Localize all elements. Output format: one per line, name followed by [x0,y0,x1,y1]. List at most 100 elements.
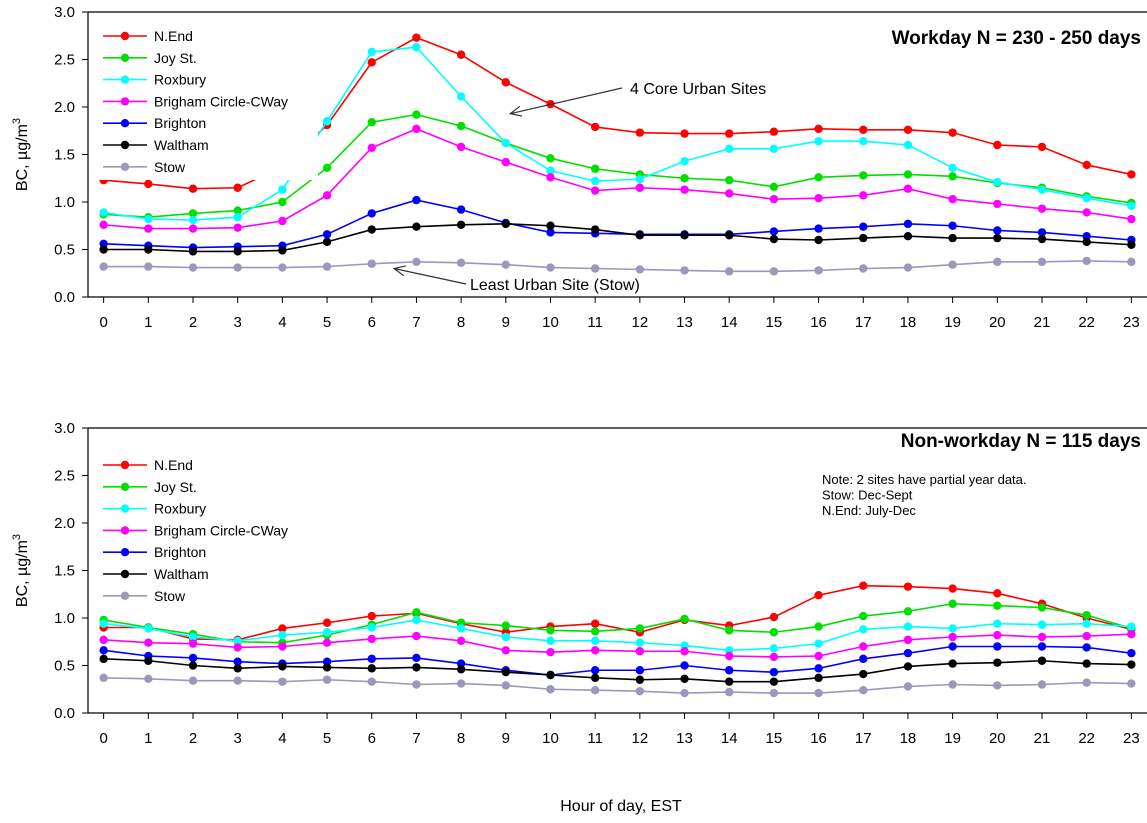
series-line [103,619,1132,652]
data-point [501,78,510,87]
x-tick-label: 0 [99,730,107,747]
series-line [103,602,1132,644]
data-point [1037,656,1047,665]
data-point [1127,629,1136,639]
x-tick-label: 5 [323,314,331,331]
data-point [1127,660,1136,669]
data-point [769,227,779,236]
x-tick-label: 18 [900,730,917,747]
data-point [859,125,868,134]
data-point [903,125,913,134]
data-point [1127,214,1136,224]
data-point [501,260,510,269]
data-point [1082,237,1091,247]
data-point [99,673,108,683]
data-point [456,205,466,214]
annotation: 4 Core Urban Sites [508,81,766,117]
series-line [103,645,1132,676]
legend-item: Brigham Circle-CWay [103,522,288,538]
legend-background [93,20,318,180]
data-point [635,231,645,240]
data-point [99,646,108,655]
data-point [278,185,287,194]
legend-label: N.End [154,457,193,473]
data-point [769,628,779,637]
data-point [769,677,779,686]
series-stow [99,673,1136,698]
legend-label: Brighton [154,544,206,560]
data-point [590,646,600,655]
data-point [725,129,734,138]
data-point [680,129,689,138]
data-point [99,635,108,645]
legend-item: Stow [103,588,186,604]
data-point [233,657,242,666]
x-tick-label: 3 [234,314,242,331]
legend-item: Stow [103,159,186,175]
data-point [1127,240,1136,249]
x-tick-label: 9 [502,730,510,747]
data-point [367,259,376,268]
legend: N.End Joy St. Roxbury Brigham Circle-CWay Br… [93,20,318,180]
data-point [1082,194,1091,203]
y-axis-title: BC, µg/m3 [11,118,31,191]
data-point [144,674,153,683]
series-waltham [99,219,1136,256]
x-tick-label: 21 [1034,730,1051,747]
data-point [144,624,153,633]
data-point [546,685,555,694]
legend-label: Brigham Circle-CWay [154,522,288,538]
data-point [501,667,510,677]
data-point [456,624,466,633]
data-point [1127,257,1136,267]
data-point [188,632,198,642]
data-point [188,184,198,193]
data-point [903,140,913,150]
data-point [993,233,1002,243]
data-point [278,677,287,686]
series-brighton [99,642,1136,680]
data-point [948,642,957,651]
data-point [1127,170,1136,179]
data-point [412,195,421,205]
data-point [278,197,287,207]
legend-item: Brighton [103,544,206,560]
data-point [1037,142,1047,152]
x-tick-label: 1 [144,730,152,747]
data-point [814,224,823,233]
data-point [412,608,421,617]
data-point [1037,603,1047,612]
data-point [367,225,376,234]
data-point [635,638,645,647]
data-point [680,174,689,183]
data-point [859,654,868,664]
x-tick-label: 7 [412,314,420,331]
data-point [456,679,466,688]
x-tick-label: 8 [457,314,465,331]
data-point [948,163,957,172]
data-point [144,656,153,665]
data-point [188,661,198,670]
series-line [103,658,1132,683]
data-point [188,209,198,218]
data-point [993,658,1002,667]
data-point [590,176,600,186]
x-tick-label: 18 [900,314,917,331]
data-point [322,638,332,647]
data-point [233,183,242,192]
y-axis-title-main: BC, µg/m [14,124,31,191]
data-point [725,687,734,697]
data-point [635,175,645,184]
series-line [103,46,1132,221]
data-point [948,172,957,181]
data-point [635,265,645,274]
annotation: Least Urban Site (Stow) [392,265,640,294]
data-point [456,121,466,131]
data-point [546,228,555,237]
data-point [322,663,332,672]
x-tick-label: 10 [542,314,559,331]
y-axis-title-main: BC, µg/m [14,540,31,607]
data-point [1082,678,1091,687]
legend-label: Roxbury [154,501,206,517]
data-point [144,638,153,647]
